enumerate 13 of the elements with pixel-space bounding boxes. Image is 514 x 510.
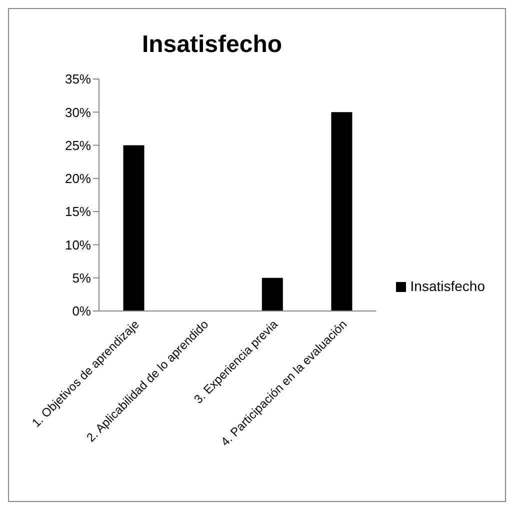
bar [123, 145, 144, 311]
legend-label: Insatisfecho [410, 278, 485, 294]
y-tick-label: 30% [64, 104, 92, 120]
y-tick-label: 35% [64, 72, 92, 87]
y-tick-label: 5% [72, 270, 92, 286]
y-tick-label: 0% [72, 304, 92, 319]
y-tick-label: 15% [64, 204, 92, 220]
y-tick-label: 25% [64, 138, 92, 153]
bar [262, 278, 283, 311]
y-tick-label: 20% [64, 171, 92, 186]
y-tick-label: 10% [64, 237, 92, 252]
chart-title: Insatisfecho [140, 30, 284, 60]
bar [331, 112, 352, 311]
